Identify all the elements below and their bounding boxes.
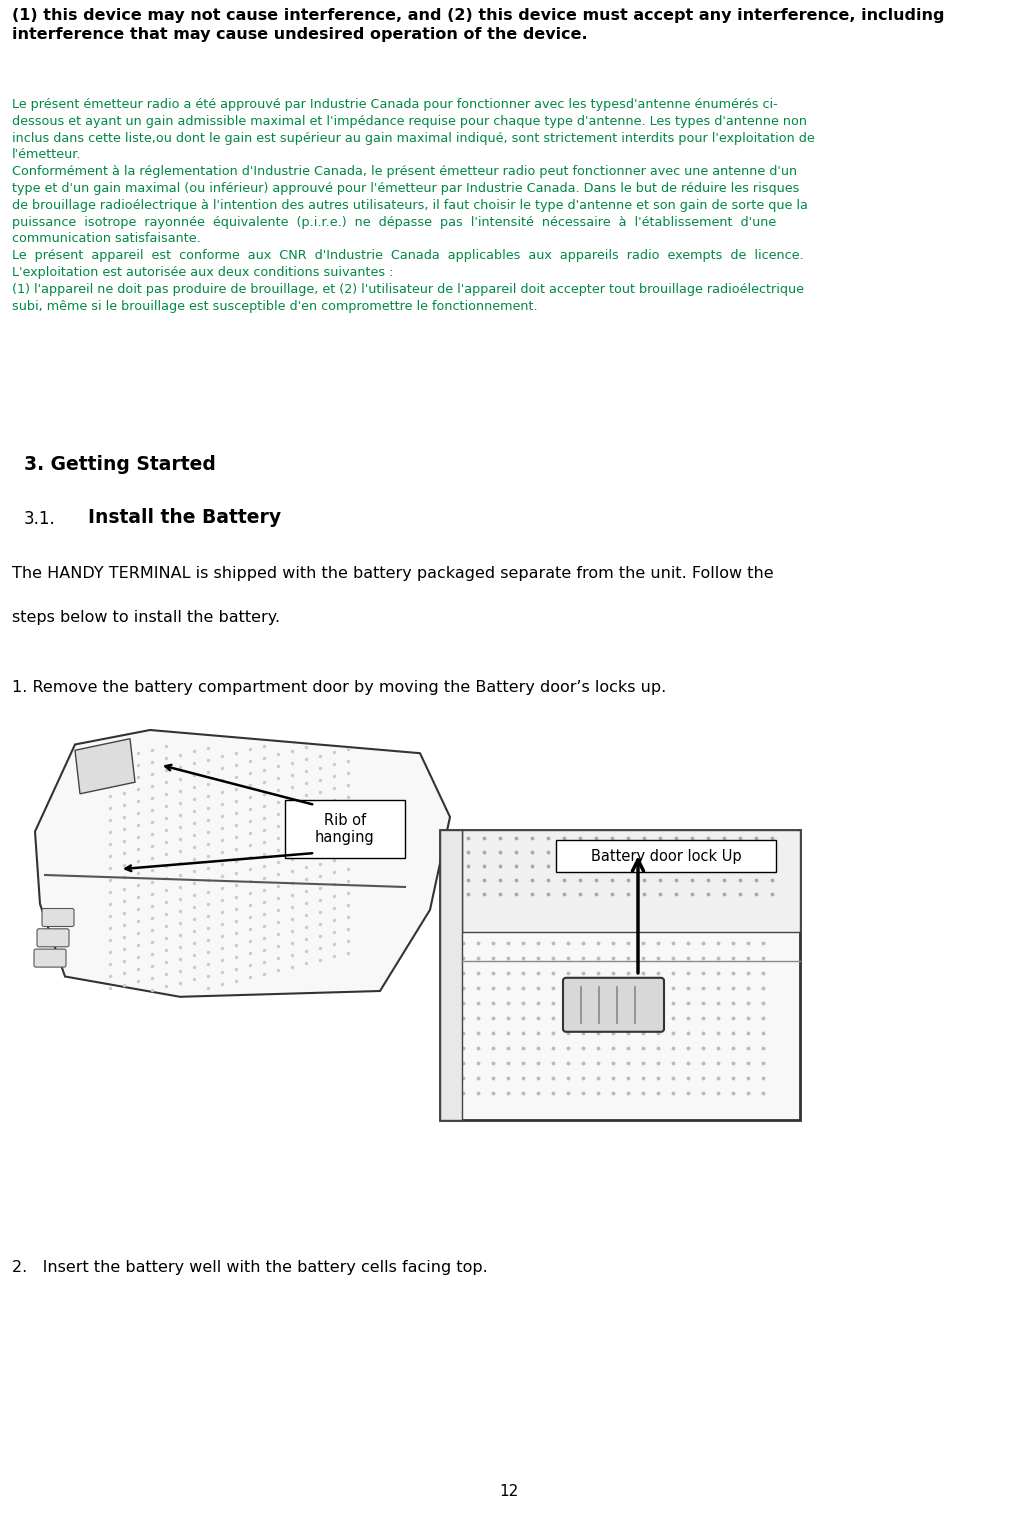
- FancyBboxPatch shape: [42, 909, 74, 926]
- Text: (1) this device may not cause interference, and (2) this device must accept any : (1) this device may not cause interferen…: [12, 8, 945, 43]
- Text: 3.1.: 3.1.: [24, 510, 56, 528]
- Text: 12: 12: [500, 1485, 518, 1500]
- Text: Rib of
hanging: Rib of hanging: [316, 813, 375, 845]
- FancyBboxPatch shape: [563, 978, 664, 1031]
- Bar: [440, 830, 800, 1119]
- Text: 3. Getting Started: 3. Getting Started: [24, 455, 216, 474]
- Bar: [440, 830, 462, 1119]
- Bar: [462, 830, 800, 932]
- Bar: [285, 800, 405, 857]
- Text: 1. Remove the battery compartment door by moving the Battery door’s locks up.: 1. Remove the battery compartment door b…: [12, 679, 666, 694]
- Bar: [556, 841, 776, 873]
- Polygon shape: [35, 730, 450, 996]
- Text: Install the Battery: Install the Battery: [88, 509, 281, 527]
- FancyBboxPatch shape: [37, 929, 69, 947]
- Text: Le présent émetteur radio a été approuvé par Industrie Canada pour fonctionner a: Le présent émetteur radio a été approuvé…: [12, 97, 814, 312]
- Text: The HANDY TERMINAL is shipped with the battery packaged separate from the unit. : The HANDY TERMINAL is shipped with the b…: [12, 567, 774, 626]
- FancyBboxPatch shape: [34, 949, 66, 967]
- Text: Battery door lock Up: Battery door lock Up: [590, 848, 741, 864]
- Text: 2.   Insert the battery well with the battery cells facing top.: 2. Insert the battery well with the batt…: [12, 1260, 488, 1275]
- Polygon shape: [75, 739, 135, 793]
